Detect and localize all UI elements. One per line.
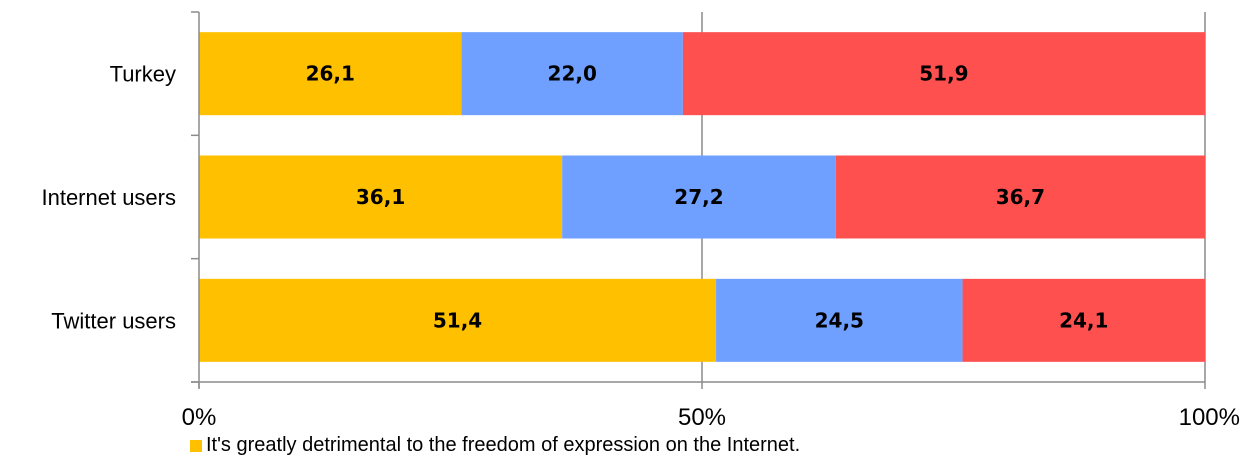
bar-segment: [962, 278, 1205, 362]
bar-segment: [682, 32, 1205, 116]
legend: It's greatly detrimental to the freedom …: [190, 434, 800, 457]
data-label: 36,1: [356, 185, 405, 209]
bar-segment: [461, 32, 683, 116]
legend-entry-label: It's greatly detrimental to the freedom …: [206, 434, 801, 456]
category-label: Twitter users: [51, 308, 176, 333]
x-tick-label: 0%: [182, 404, 217, 431]
bar-segment: [835, 155, 1205, 239]
x-tick-label: 50%: [678, 404, 726, 431]
data-label: 26,1: [306, 62, 355, 86]
bar-segment: [199, 32, 462, 116]
category-label: Internet users: [41, 185, 176, 210]
data-label: 27,2: [674, 185, 723, 209]
category-label: Turkey: [110, 62, 176, 87]
data-label: 24,5: [815, 308, 864, 332]
legend-swatch: [190, 439, 202, 452]
bar-segment: [562, 155, 836, 239]
data-label: 51,9: [919, 62, 968, 86]
data-label: 24,1: [1059, 308, 1108, 332]
data-label: 36,7: [996, 185, 1045, 209]
bar-segment: [199, 278, 717, 362]
bar-segment: [716, 278, 963, 362]
data-label: 51,4: [433, 308, 482, 332]
x-tick-label: 100%: [1179, 404, 1240, 431]
data-label: 22,0: [548, 62, 597, 86]
stacked-bar-chart: 26,1 22,0 51,9 Turkey 36,1 27,2 36,7 Internet u…: [41, 11, 1240, 431]
bar-segment: [199, 155, 563, 239]
